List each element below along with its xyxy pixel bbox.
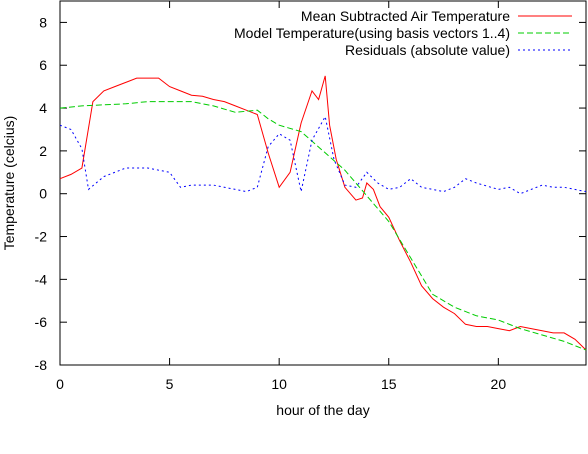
x-tick-label: 5: [166, 376, 174, 392]
series-line-3: [59, 115, 587, 195]
y-tick-label: 8: [39, 14, 47, 30]
y-tick-label: 6: [39, 57, 47, 73]
x-axis-label: hour of the day: [276, 402, 369, 418]
y-axis-label: Temperature (celcius): [1, 116, 17, 251]
y-tick-label: -2: [35, 229, 48, 245]
x-tick-label: 0: [56, 376, 64, 392]
y-tick-label: 0: [39, 186, 47, 202]
y-tick-label: -4: [35, 271, 48, 287]
series-line-1: [59, 75, 587, 351]
series-line-2: [59, 101, 587, 351]
legend-label-3: Residuals (absolute value): [345, 42, 510, 58]
y-tick-label: -8: [35, 357, 48, 373]
axis-ticks: 0 5 10 15 20 -8 -6 -4 -2 0 2 4 6 8: [35, 1, 586, 392]
plot-frame: [59, 0, 587, 366]
y-tick-label: 2: [39, 143, 47, 159]
y-tick-label: -6: [35, 314, 48, 330]
legend-label-2: Model Temperature(using basis vectors 1.…: [234, 25, 510, 41]
x-tick-label: 10: [271, 376, 287, 392]
x-tick-label: 15: [381, 376, 397, 392]
y-tick-label: 4: [39, 100, 47, 116]
series-lines: [59, 75, 587, 351]
x-tick-label: 20: [491, 376, 507, 392]
legend-label-1: Mean Subtracted Air Temperature: [301, 8, 510, 24]
